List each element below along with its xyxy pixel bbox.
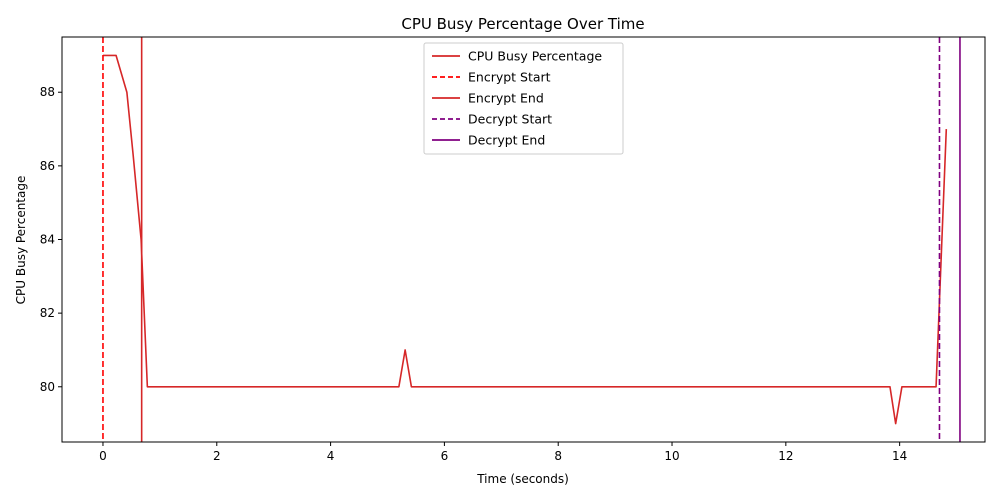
y-tick-label: 86 — [40, 159, 55, 173]
x-tick-label: 4 — [327, 449, 335, 463]
legend-label: Decrypt End — [468, 133, 545, 148]
legend: CPU Busy Percentage Encrypt Start Encrypt … — [423, 42, 624, 155]
x-tick-label: 2 — [213, 449, 221, 463]
legend-label: Encrypt End — [468, 91, 544, 106]
chart-title: CPU Busy Percentage Over Time — [401, 15, 644, 33]
series-line-0 — [102, 54, 948, 425]
x-tick-label: 6 — [441, 449, 449, 463]
legend-label: Decrypt Start — [468, 112, 552, 127]
x-axis-label: Time (seconds) — [476, 472, 569, 486]
legend-label: Encrypt Start — [468, 70, 551, 85]
plot-content — [102, 37, 961, 442]
y-axis-label: CPU Busy Percentage — [14, 176, 28, 305]
y-tick-label: 82 — [40, 306, 55, 320]
y-tick-label: 84 — [40, 233, 55, 247]
axes: 0 2 4 6 8 10 12 14 80 82 84 86 88 — [40, 36, 986, 463]
x-tick-label: 12 — [778, 449, 793, 463]
plot-area — [102, 37, 961, 442]
x-tick-label: 14 — [892, 449, 907, 463]
x-tick-label: 10 — [664, 449, 679, 463]
y-tick-label: 88 — [40, 85, 55, 99]
legend-box — [423, 42, 624, 155]
x-tick-label: 0 — [99, 449, 107, 463]
x-tick-label: 8 — [554, 449, 562, 463]
y-tick-label: 80 — [40, 380, 55, 394]
legend-label: CPU Busy Percentage — [468, 49, 602, 64]
